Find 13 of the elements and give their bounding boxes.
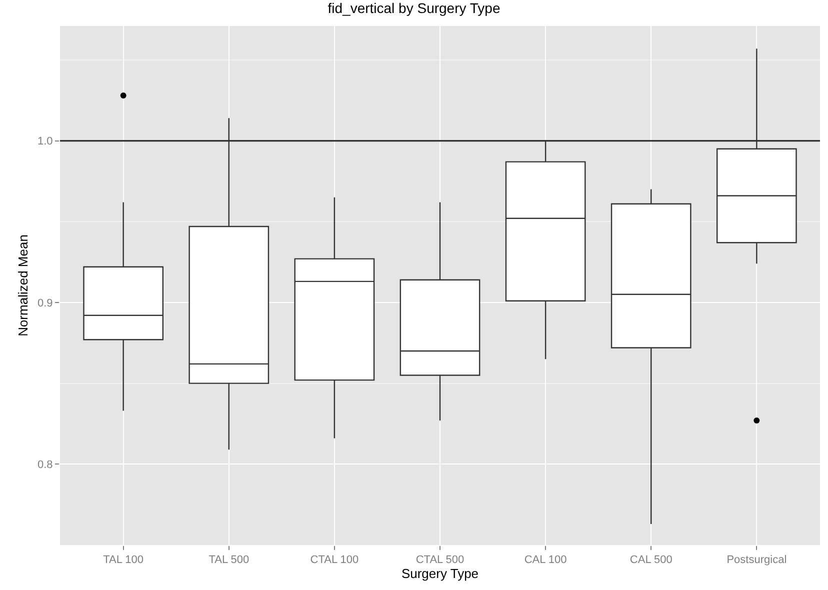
- y-axis-title: Normalized Mean: [15, 234, 30, 336]
- x-tick-label: CTAL 100: [310, 554, 359, 566]
- y-tick-label: 0.9: [38, 297, 53, 310]
- x-tick-label: TAL 500: [208, 554, 250, 566]
- x-tick-label: CAL 100: [524, 554, 567, 566]
- x-axis-title: Surgery Type: [401, 566, 479, 582]
- x-tick-label: Postsurgical: [726, 554, 787, 566]
- x-tick-label: CAL 500: [630, 554, 672, 566]
- y-tick-label: 1.0: [38, 136, 53, 148]
- chart-title: fid_vertical by Surgery Type: [328, 0, 500, 16]
- x-tick-label: TAL 100: [103, 554, 144, 566]
- x-tick-label: CTAL 500: [416, 554, 464, 566]
- y-tick-label: 0.8: [38, 459, 53, 472]
